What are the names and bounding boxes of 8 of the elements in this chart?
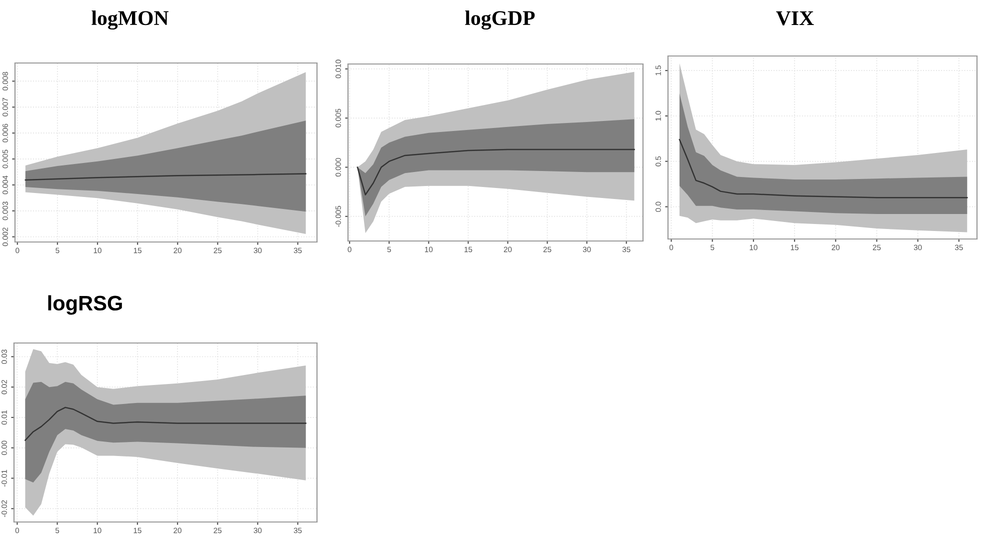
line-series xyxy=(24,406,306,441)
chart-title: logRSG xyxy=(48,295,122,315)
line-series xyxy=(24,173,306,181)
chart-title: logMON xyxy=(92,10,168,30)
chart-title: logGDP xyxy=(465,10,535,30)
line-series xyxy=(678,138,968,198)
line-series xyxy=(356,148,635,196)
chart-title: VIX xyxy=(776,11,814,26)
